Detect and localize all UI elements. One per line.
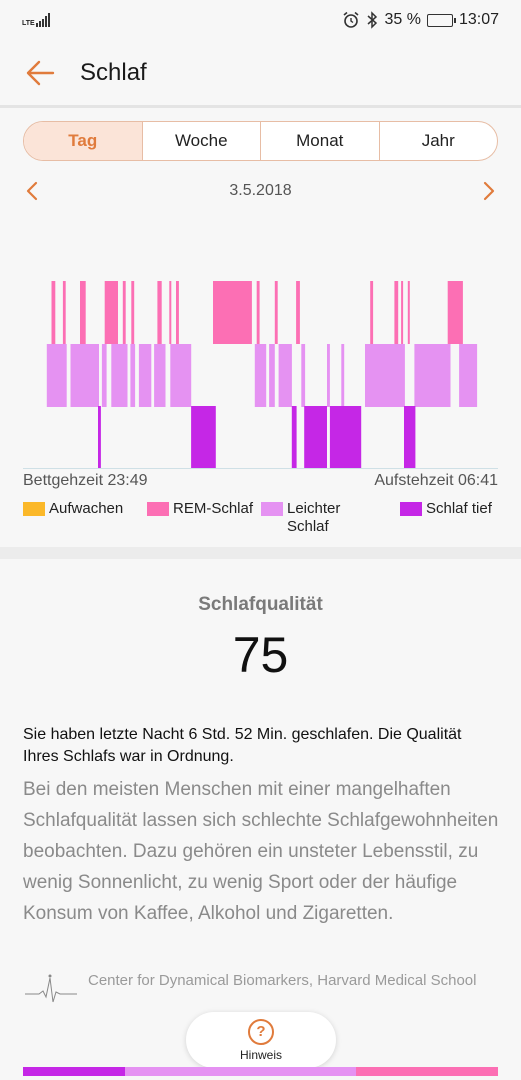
sleep-segment <box>296 281 300 344</box>
signal-icon <box>36 13 50 27</box>
sleep-segment <box>304 406 327 469</box>
sleep-segment <box>191 406 216 469</box>
sleep-segment <box>274 281 278 344</box>
sleep-segment <box>447 281 463 344</box>
sleep-stage-chart <box>46 281 478 469</box>
sleep-segment <box>170 344 192 407</box>
back-arrow-icon[interactable] <box>24 57 56 89</box>
status-bar: LTE 35 % 13:07 <box>0 0 521 40</box>
sleep-segment <box>122 281 126 344</box>
date-navigation: 3.5.2018 <box>20 176 501 206</box>
next-day-icon[interactable] <box>477 179 501 203</box>
page-title: Schlaf <box>80 58 147 86</box>
sleep-summary: Sie haben letzte Nacht 6 Std. 52 Min. ge… <box>23 726 462 765</box>
legend-item-rem: REM-Schlaf <box>147 500 253 518</box>
tab-day[interactable]: Tag <box>24 122 142 160</box>
chart-baseline <box>23 468 498 469</box>
sleep-segment <box>256 281 260 344</box>
section-divider <box>0 547 521 559</box>
sleep-segment <box>51 281 56 344</box>
sleep-segment <box>98 406 101 469</box>
sleep-segment <box>301 344 306 407</box>
previous-day-icon[interactable] <box>20 179 44 203</box>
legend-label: Leichter Schlaf <box>287 500 341 535</box>
sleep-segment <box>459 344 478 407</box>
battery-icon <box>426 13 456 27</box>
legend-item-light: Leichter Schlaf <box>261 500 361 536</box>
sleep-times: Bettgehzeit 23:49 Aufstehzeit 06:41 <box>23 472 498 490</box>
legend-swatch-light <box>261 502 283 516</box>
alarm-icon <box>343 11 359 28</box>
sleep-segment <box>327 344 330 407</box>
sleep-segment <box>291 406 297 469</box>
sleep-segment <box>130 344 136 407</box>
app-header: Schlaf <box>0 40 521 108</box>
sleep-segment <box>341 344 345 407</box>
legend-swatch-rem <box>147 502 169 516</box>
heartbeat-logo-icon <box>25 974 77 1003</box>
distribution-segment <box>125 1067 356 1076</box>
hint-button[interactable]: ? Hinweis <box>186 1012 336 1068</box>
chart-legend: Aufwachen REM-Schlaf Leichter Schlaf Sch… <box>23 500 503 540</box>
bluetooth-icon <box>367 11 378 29</box>
wakeup-label: Aufstehzeit 06:41 <box>374 472 498 489</box>
sleep-segment <box>157 281 162 344</box>
sleep-segment <box>394 281 399 344</box>
sleep-segment <box>404 406 416 469</box>
bedtime-label: Bettgehzeit 23:49 <box>23 472 148 489</box>
sleep-segment <box>70 344 99 407</box>
sleep-segment <box>329 406 362 469</box>
network-status: LTE <box>22 13 50 27</box>
legend-label: REM-Schlaf <box>173 500 254 517</box>
network-type: LTE <box>22 20 35 27</box>
sleep-segment <box>254 344 267 407</box>
distribution-segment <box>23 1067 126 1076</box>
legend-swatch-awake <box>23 502 45 516</box>
sleep-segment <box>370 281 374 344</box>
current-date: 3.5.2018 <box>229 182 292 199</box>
period-tabs: Tag Woche Monat Jahr <box>23 121 498 161</box>
legend-label: Schlaf tief <box>426 500 492 517</box>
quality-score: 75 <box>232 627 289 683</box>
legend-label: Aufwachen <box>49 500 124 517</box>
sleep-segment <box>176 281 179 344</box>
quality-title: Schlafqualität <box>198 594 323 615</box>
tab-week[interactable]: Woche <box>141 122 261 160</box>
clock: 13:07 <box>458 11 499 28</box>
sleep-segment <box>111 344 128 407</box>
sleep-segment <box>104 281 118 344</box>
sleep-segment <box>101 344 107 407</box>
sleep-segment <box>80 281 86 344</box>
sleep-segment <box>62 281 66 344</box>
sleep-segment <box>269 344 275 407</box>
legend-swatch-deep <box>400 502 422 516</box>
legend-item-deep: Schlaf tief <box>400 500 492 518</box>
sleep-segment <box>154 344 166 407</box>
tab-year[interactable]: Jahr <box>378 122 498 160</box>
sleep-advice: Bei den meisten Menschen mit einer mange… <box>23 779 499 924</box>
sleep-segment <box>138 344 152 407</box>
sleep-segment <box>213 281 252 344</box>
sleep-segment <box>278 344 292 407</box>
sleep-segment <box>131 281 135 344</box>
battery-percent: 35 % <box>384 11 421 28</box>
sleep-segment <box>414 344 451 407</box>
source-attribution: Center for Dynamical Biomarkers, Harvard… <box>23 972 501 1008</box>
question-icon: ? <box>248 1018 274 1045</box>
distribution-segment <box>355 1067 498 1076</box>
legend-item-awake: Aufwachen <box>23 500 123 518</box>
sleep-segment <box>407 281 410 344</box>
hint-label: Hinweis <box>239 1047 282 1062</box>
sleep-segment <box>365 344 405 407</box>
sleep-segment <box>46 344 67 407</box>
sleep-segment <box>401 281 404 344</box>
sleep-segment <box>169 281 172 344</box>
source-text: Center for Dynamical Biomarkers, Harvard… <box>88 972 477 989</box>
tab-month[interactable]: Monat <box>260 122 379 160</box>
sleep-distribution-bar <box>23 1067 498 1076</box>
